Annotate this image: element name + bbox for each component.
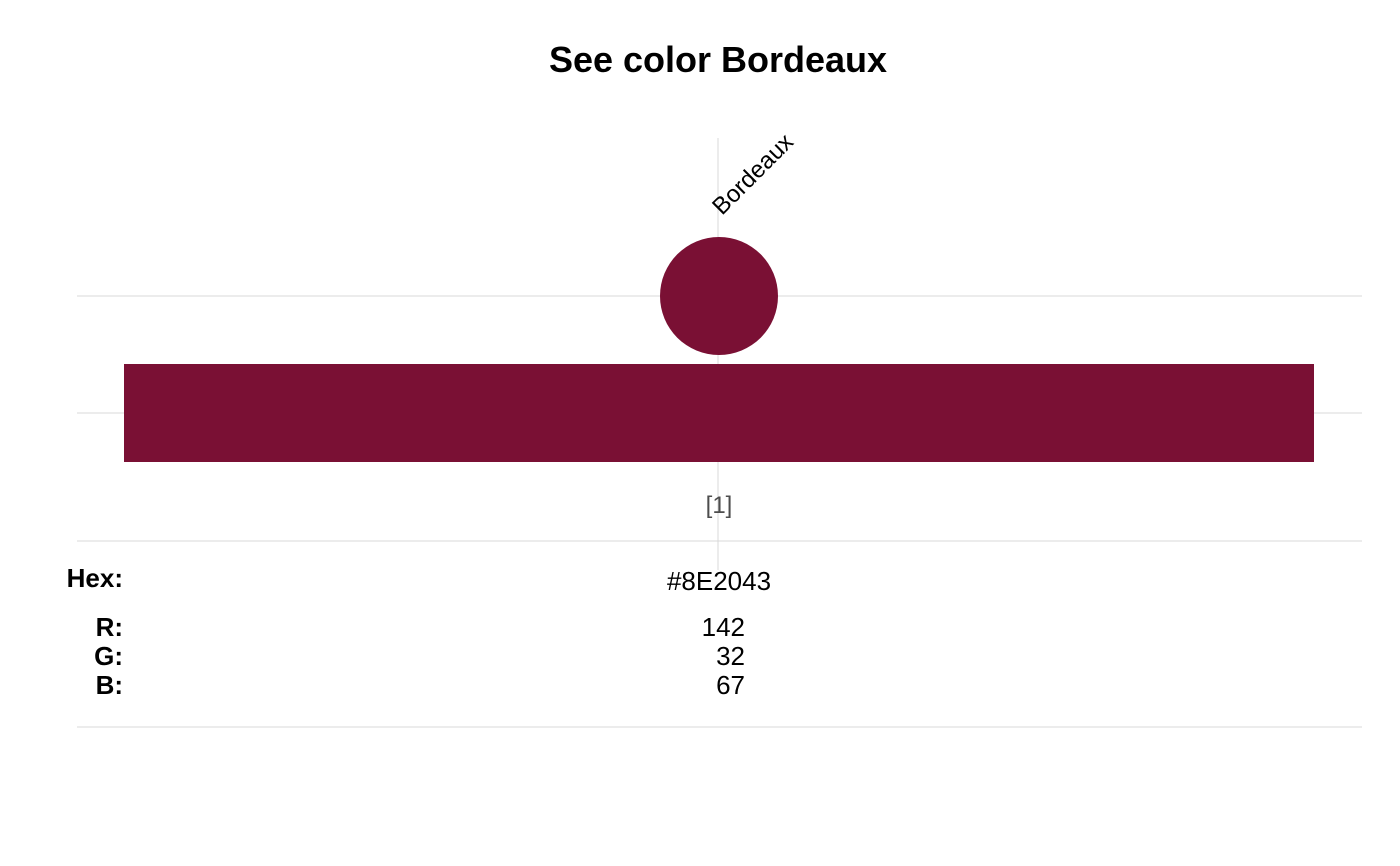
color-bar — [124, 364, 1314, 462]
g-row-label: G: — [94, 641, 123, 671]
color-index-label: [1] — [706, 492, 733, 519]
hex-row-label: Hex: — [67, 563, 123, 593]
chart-title: See color Bordeaux — [549, 39, 887, 80]
b-row-label: B: — [96, 670, 123, 700]
b-value: 67 — [716, 670, 745, 700]
hex-value: #8E2043 — [667, 566, 771, 596]
r-value: 142 — [702, 612, 745, 642]
color-name-label: Bordeaux — [707, 128, 799, 220]
r-row-label: R: — [96, 612, 123, 642]
color-circle — [660, 237, 778, 355]
g-value: 32 — [716, 641, 745, 671]
